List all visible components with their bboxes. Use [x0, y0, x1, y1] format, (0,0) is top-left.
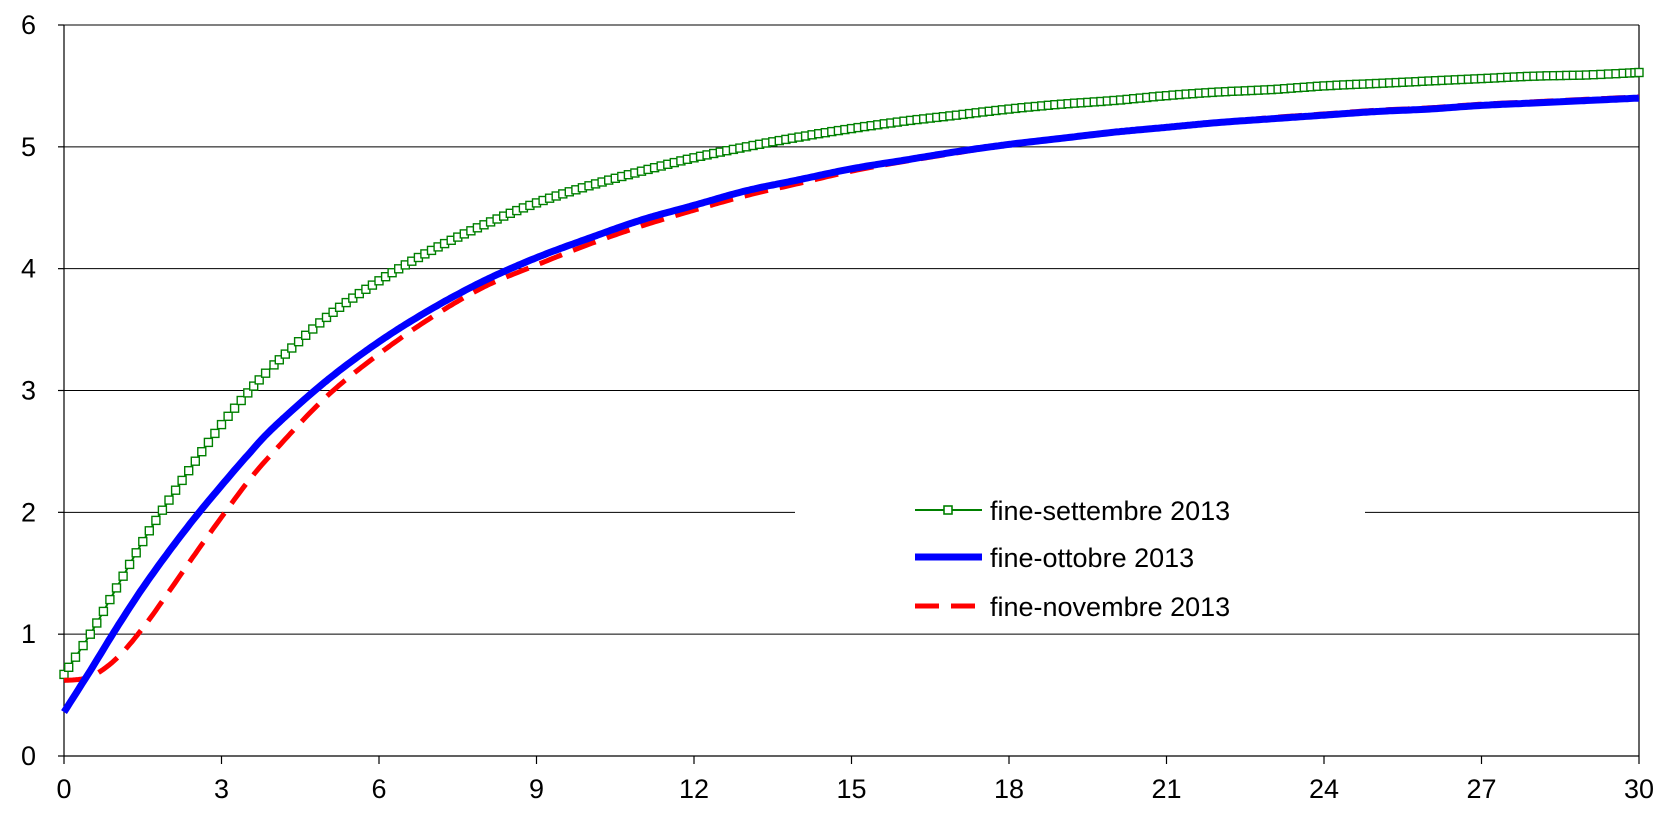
- series-line-1: [61, 94, 1642, 715]
- series-marker-0-29: [248, 381, 259, 391]
- series-marker-0-10: [124, 559, 135, 570]
- series-marker-0-28: [243, 388, 253, 398]
- series-marker-0-33: [274, 355, 284, 365]
- x-tick-label-6: 6: [371, 774, 386, 804]
- series-marker-0-25: [223, 411, 233, 421]
- series-marker-0-9: [118, 571, 128, 581]
- y-tick-label-0: 0: [21, 741, 36, 771]
- legend-box: [795, 482, 1365, 632]
- series-marker-0-2: [70, 652, 81, 662]
- series-marker-0-14: [151, 515, 161, 526]
- series-marker-0-38: [308, 324, 318, 334]
- legend-label-fine-novembre: fine-novembre 2013: [990, 592, 1230, 622]
- series-marker-0-17: [170, 485, 181, 495]
- legend-label-fine-settembre: fine-settembre 2013: [990, 496, 1230, 526]
- series-marker-0-7: [105, 594, 115, 605]
- series-0: [59, 67, 1644, 680]
- series-marker-0-3: [78, 640, 88, 651]
- series-layer: [59, 67, 1644, 715]
- legend-label-fine-ottobre: fine-ottobre 2013: [990, 543, 1194, 573]
- series-marker-0-16: [164, 495, 174, 505]
- series-marker-0-24: [216, 419, 227, 430]
- series-marker-0-39: [315, 318, 325, 328]
- series-marker-0-36: [293, 337, 304, 347]
- series-marker-0-27: [236, 395, 246, 406]
- y-tick-label-1: 1: [21, 619, 36, 649]
- x-tick-label-9: 9: [529, 774, 544, 804]
- series-marker-0-6: [98, 606, 109, 617]
- series-marker-0-40: [321, 312, 332, 323]
- series-marker-0-5: [92, 618, 102, 628]
- x-tick-label-30: 30: [1624, 774, 1654, 804]
- series-marker-0-18: [177, 475, 187, 486]
- series-marker-0-41: [328, 307, 338, 317]
- series-marker-0-21: [197, 447, 207, 457]
- series-marker-0-35: [287, 343, 297, 353]
- x-tick-label-0: 0: [56, 774, 71, 804]
- series-marker-0-23: [210, 428, 220, 439]
- series-marker-0-34: [280, 349, 290, 359]
- x-tick-label-21: 21: [1151, 774, 1181, 804]
- series-marker-0-4: [85, 629, 96, 639]
- y-tick-label-3: 3: [21, 376, 36, 406]
- series-marker-0-1: [63, 662, 74, 672]
- x-tick-label-24: 24: [1309, 774, 1339, 804]
- axes: [58, 24, 1640, 764]
- series-marker-0-240: [1634, 67, 1644, 78]
- x-tick-label-15: 15: [836, 774, 866, 804]
- y-tick-label-2: 2: [21, 497, 36, 527]
- series-marker-0-11: [131, 548, 141, 558]
- series-marker-0-20: [190, 456, 201, 466]
- x-tick-label-12: 12: [679, 774, 709, 804]
- x-tick-label-3: 3: [214, 774, 229, 804]
- series-marker-0-32: [269, 360, 279, 370]
- series-marker-0-12: [138, 536, 148, 547]
- series-marker-0-234: [1596, 69, 1606, 80]
- series-marker-0-31: [260, 368, 271, 378]
- series-marker-0-22: [203, 437, 214, 448]
- series-marker-0-15: [157, 505, 168, 515]
- x-tick-label-27: 27: [1466, 774, 1496, 804]
- series-marker-0-30: [254, 375, 264, 385]
- series-1: [61, 94, 1642, 715]
- series-marker-0-13: [144, 526, 155, 536]
- series-marker-0-19: [183, 466, 194, 476]
- x-tick-labels: 0 3 6 9 12 15 18 21 24 27 30: [56, 774, 1654, 804]
- y-tick-label-6: 6: [21, 10, 36, 40]
- series-marker-0-26: [229, 403, 240, 413]
- legend-item-fine-settembre: fine-settembre 2013: [915, 496, 1230, 526]
- y-tick-label-5: 5: [21, 132, 36, 162]
- series-marker-0-37: [301, 330, 311, 340]
- legend-marker-fine-settembre: [943, 505, 953, 515]
- x-tick-label-18: 18: [994, 774, 1024, 804]
- legend-item-fine-novembre: fine-novembre 2013: [915, 592, 1230, 622]
- y-tick-labels: 0 1 2 3 4 5 6: [21, 10, 36, 771]
- legend-item-fine-ottobre: fine-ottobre 2013: [915, 543, 1194, 573]
- series-marker-0-8: [111, 583, 122, 593]
- legend: fine-settembre 2013 fine-ottobre 2013 fi…: [795, 482, 1365, 632]
- y-tick-label-4: 4: [21, 254, 36, 284]
